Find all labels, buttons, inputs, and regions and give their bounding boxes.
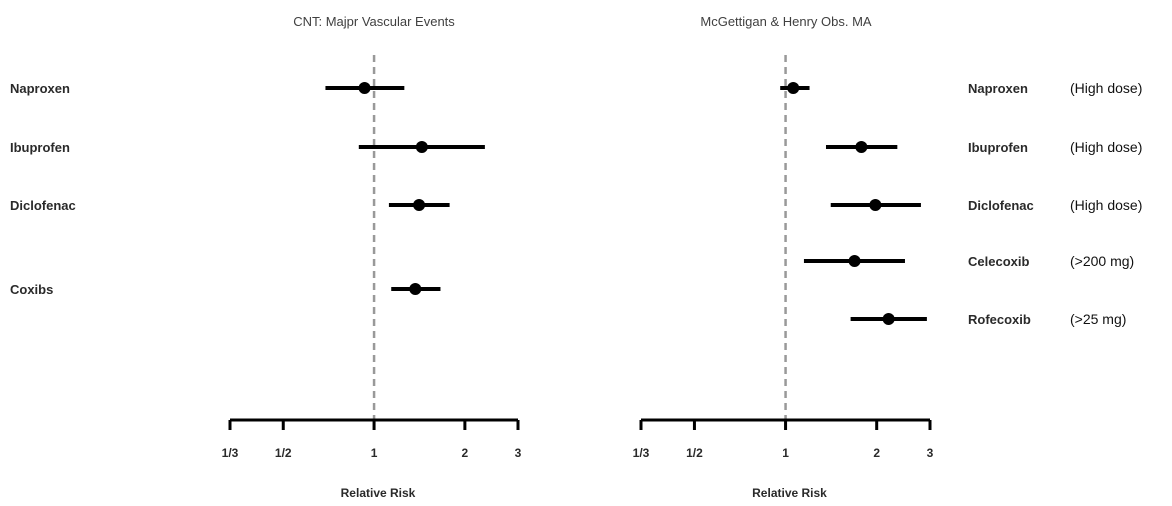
x-tick-label: 2 <box>873 446 880 460</box>
x-tick-label: 1/2 <box>275 446 292 460</box>
panel-title: CNT: Majpr Vascular Events <box>293 14 455 29</box>
dose-note: (High dose) <box>1070 197 1142 213</box>
row-label: Rofecoxib <box>968 312 1031 327</box>
row-label: Ibuprofen <box>10 140 70 155</box>
x-axis-title: Relative Risk <box>341 486 416 500</box>
point-estimate <box>848 255 861 267</box>
point-estimate <box>409 283 422 295</box>
point-estimate <box>869 199 882 211</box>
x-tick-label: 1 <box>782 446 789 460</box>
row-label: Coxibs <box>10 282 53 297</box>
row-label: Ibuprofen <box>968 140 1028 155</box>
x-tick-label: 2 <box>462 446 469 460</box>
panel-title: McGettigan & Henry Obs. MA <box>700 14 872 29</box>
forest-panel-2: McGettigan & Henry Obs. MA Naproxen (High … <box>633 14 1143 500</box>
point-estimate <box>358 82 371 94</box>
x-axis-title: Relative Risk <box>752 486 827 500</box>
point-estimate <box>882 313 895 325</box>
point-estimate <box>855 141 868 153</box>
dose-note: (High dose) <box>1070 139 1142 155</box>
forest-panel-1: CNT: Majpr Vascular Events Naproxen Ibupro… <box>10 14 522 500</box>
x-tick-label: 3 <box>927 446 934 460</box>
dose-note: (>200 mg) <box>1070 253 1134 269</box>
x-tick-label: 1/3 <box>222 446 239 460</box>
point-estimate <box>413 199 426 211</box>
row-label: Diclofenac <box>10 198 76 213</box>
dose-note: (High dose) <box>1070 80 1142 96</box>
x-tick-label: 1 <box>371 446 378 460</box>
point-estimate <box>787 82 800 94</box>
point-estimate <box>415 141 428 153</box>
row-label: Diclofenac <box>968 198 1034 213</box>
x-tick-label: 1/3 <box>633 446 650 460</box>
row-label: Naproxen <box>10 81 70 96</box>
row-label: Celecoxib <box>968 254 1029 269</box>
row-label: Naproxen <box>968 81 1028 96</box>
x-tick-label: 1/2 <box>686 446 703 460</box>
dose-note: (>25 mg) <box>1070 311 1126 327</box>
x-tick-label: 3 <box>515 446 522 460</box>
